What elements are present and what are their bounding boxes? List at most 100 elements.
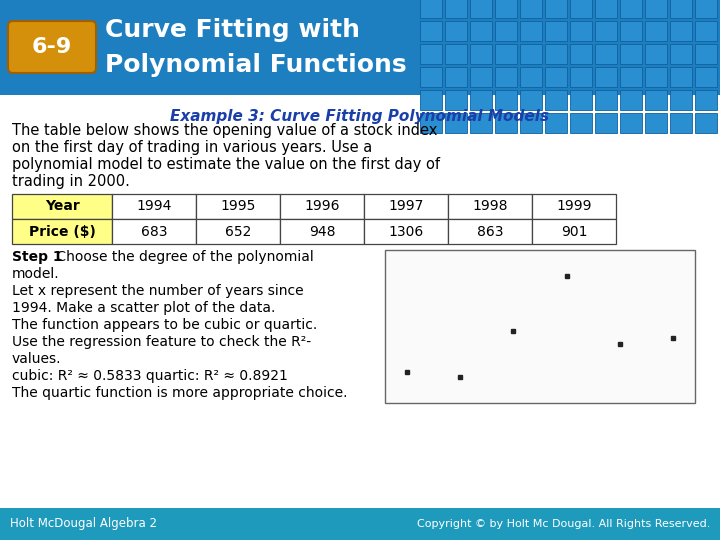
Bar	[620, 0, 642, 18]
Bar	[545, 0, 567, 18]
Bar	[495, 0, 517, 18]
Bar	[445, 0, 467, 18]
Text: Step 1: Step 1	[12, 250, 63, 264]
Bar	[364, 219, 448, 244]
Bar	[112, 219, 196, 244]
Bar	[420, 113, 442, 133]
Text: 863: 863	[477, 225, 503, 239]
Bar	[670, 90, 692, 110]
Bar	[645, 113, 667, 133]
Bar	[545, 113, 567, 133]
Text: Curve Fitting with: Curve Fitting with	[105, 18, 360, 42]
Bar	[495, 67, 517, 87]
Bar	[595, 0, 617, 18]
Bar	[670, 67, 692, 87]
Text: Holt McDougal Algebra 2: Holt McDougal Algebra 2	[10, 517, 157, 530]
Bar	[670, 0, 692, 18]
Bar	[695, 113, 717, 133]
Bar	[495, 90, 517, 110]
Text: on the first day of trading in various years. Use a: on the first day of trading in various y…	[12, 140, 372, 155]
Text: 1997: 1997	[388, 199, 423, 213]
Text: 1306: 1306	[388, 225, 423, 239]
Bar	[445, 113, 467, 133]
Bar	[12, 194, 112, 219]
Bar	[445, 44, 467, 64]
Text: Use the regression feature to check the R²-: Use the regression feature to check the …	[12, 335, 311, 349]
Bar	[645, 44, 667, 64]
Bar	[12, 219, 112, 244]
Text: polynomial model to estimate the value on the first day of: polynomial model to estimate the value o…	[12, 157, 440, 172]
Bar	[670, 113, 692, 133]
Bar	[520, 67, 542, 87]
Bar	[545, 21, 567, 41]
Text: 1999: 1999	[557, 199, 592, 213]
Bar	[470, 0, 492, 18]
Bar	[545, 44, 567, 64]
Bar	[495, 44, 517, 64]
Bar	[495, 113, 517, 133]
Text: 1995: 1995	[220, 199, 256, 213]
Bar	[470, 21, 492, 41]
Bar	[196, 219, 280, 244]
Bar	[495, 21, 517, 41]
Bar	[570, 90, 592, 110]
Bar	[545, 67, 567, 87]
Text: The function appears to be cubic or quartic.: The function appears to be cubic or quar…	[12, 318, 318, 332]
Text: 1998: 1998	[472, 199, 508, 213]
Bar	[695, 90, 717, 110]
Bar	[670, 44, 692, 64]
Bar	[385, 250, 695, 403]
Text: 948: 948	[309, 225, 336, 239]
Bar	[520, 0, 542, 18]
Bar	[364, 194, 448, 219]
Text: Price ($): Price ($)	[29, 225, 96, 239]
Text: 1994: 1994	[136, 199, 171, 213]
Bar	[645, 90, 667, 110]
Bar	[620, 113, 642, 133]
Bar	[420, 44, 442, 64]
Bar	[520, 21, 542, 41]
Bar	[0, 508, 720, 540]
Bar	[445, 90, 467, 110]
Bar	[196, 194, 280, 219]
Bar	[112, 194, 196, 219]
Text: values.: values.	[12, 352, 61, 366]
Bar	[670, 21, 692, 41]
Text: 652: 652	[225, 225, 251, 239]
Bar	[570, 44, 592, 64]
Bar	[570, 113, 592, 133]
Bar	[280, 219, 364, 244]
Text: The quartic function is more appropriate choice.: The quartic function is more appropriate…	[12, 386, 348, 400]
Bar	[420, 21, 442, 41]
Text: The table below shows the opening value of a stock index: The table below shows the opening value …	[12, 123, 437, 138]
Bar	[695, 67, 717, 87]
Bar	[470, 113, 492, 133]
Bar	[470, 67, 492, 87]
Bar	[448, 219, 532, 244]
Bar	[645, 21, 667, 41]
Bar	[570, 67, 592, 87]
Text: cubic: R² ≈ 0.5833 quartic: R² ≈ 0.8921: cubic: R² ≈ 0.5833 quartic: R² ≈ 0.8921	[12, 369, 288, 383]
Bar	[445, 67, 467, 87]
Bar	[620, 90, 642, 110]
Bar	[532, 219, 616, 244]
Text: Choose the degree of the polynomial: Choose the degree of the polynomial	[52, 250, 314, 264]
Bar	[595, 67, 617, 87]
Bar	[520, 90, 542, 110]
Text: model.: model.	[12, 267, 60, 281]
Bar	[620, 21, 642, 41]
Bar	[470, 90, 492, 110]
Bar	[695, 0, 717, 18]
Text: 6-9: 6-9	[32, 37, 72, 57]
FancyBboxPatch shape	[8, 21, 96, 73]
Bar	[695, 44, 717, 64]
Bar	[420, 90, 442, 110]
Bar	[595, 90, 617, 110]
Bar	[545, 90, 567, 110]
Bar	[420, 0, 442, 18]
Bar	[570, 0, 592, 18]
Bar	[595, 44, 617, 64]
Bar	[448, 194, 532, 219]
Text: 683: 683	[140, 225, 167, 239]
Bar	[520, 113, 542, 133]
